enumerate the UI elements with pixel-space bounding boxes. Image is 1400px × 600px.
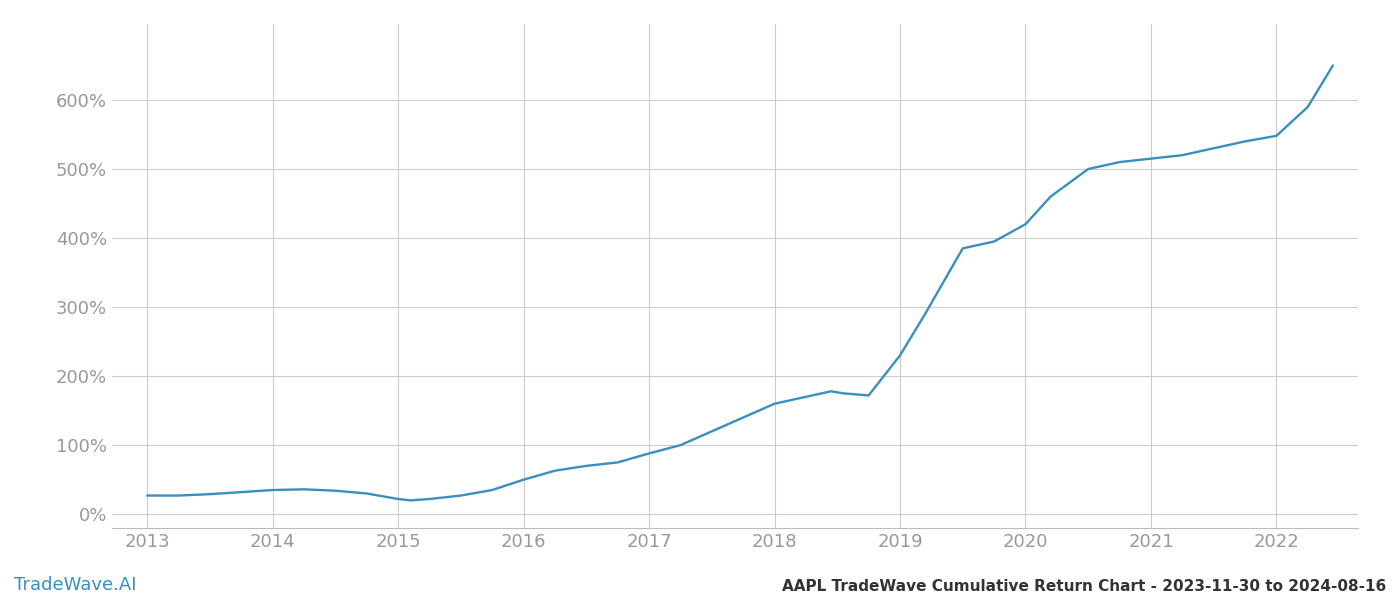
Text: AAPL TradeWave Cumulative Return Chart - 2023-11-30 to 2024-08-16: AAPL TradeWave Cumulative Return Chart -… (781, 579, 1386, 594)
Text: TradeWave.AI: TradeWave.AI (14, 576, 137, 594)
